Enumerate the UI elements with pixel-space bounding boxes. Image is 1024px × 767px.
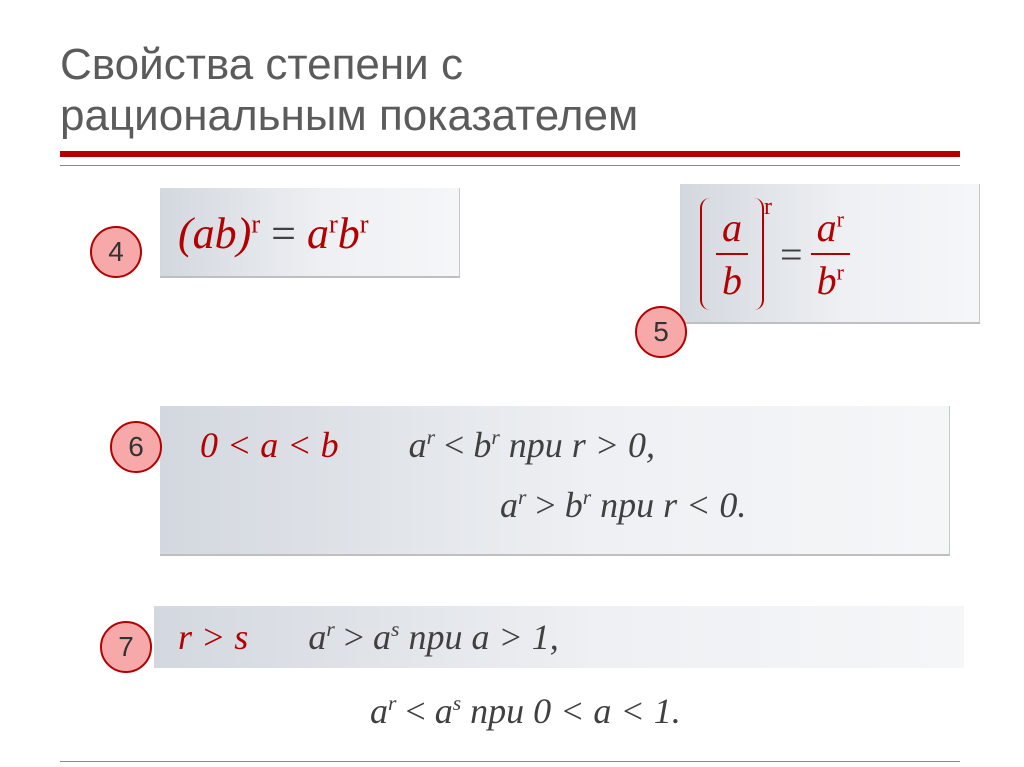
f4-r3: r — [360, 209, 369, 239]
f5-a1: a — [716, 204, 748, 255]
f5-r2: r — [837, 207, 844, 232]
f4-r1: r — [251, 209, 260, 239]
f7-s2: s — [453, 691, 461, 715]
f7-r1: r — [326, 617, 334, 641]
badge-7-label: 7 — [118, 631, 134, 663]
formula-6: 0 < a < b ar < br при r > 0, ar > br при… — [160, 406, 949, 544]
f5-b2: b — [817, 258, 837, 303]
formula-5: a b r = ar br — [680, 184, 979, 324]
f5-eq: = — [780, 231, 803, 278]
f4-a: a — [307, 209, 329, 258]
footer-line — [60, 761, 960, 762]
content-area: 4 (ab)r = arbr 5 a b r = ar br — [60, 196, 964, 756]
f7-rest1: при a > 1, — [399, 617, 558, 657]
f6-gt: > — [526, 485, 564, 525]
f4-r2: r — [329, 209, 338, 239]
panel-prop-6: 0 < a < b ar < br при r > 0, ar > br при… — [160, 406, 950, 556]
page-title: Свойства степени с рациональным показате… — [60, 40, 964, 141]
f6-lt: < — [435, 425, 473, 465]
badge-6: 6 — [110, 421, 162, 473]
f7-a2: a — [373, 617, 391, 657]
f7-a1: a — [308, 617, 326, 657]
badge-7: 7 — [100, 621, 152, 673]
badge-5-label: 5 — [653, 316, 669, 348]
f5-b1: b — [716, 255, 748, 304]
f5-right-frac: ar br — [811, 204, 850, 304]
f4-b: b — [338, 209, 360, 258]
f6-rb2: r — [583, 485, 591, 509]
f6-a1: a — [409, 425, 427, 465]
panel-prop-4: (ab)r = arbr — [160, 188, 460, 278]
f6-b2: b — [565, 485, 583, 525]
f7-lt: < — [396, 691, 434, 731]
f4-eq: = — [260, 209, 307, 258]
f7-gt: > — [335, 617, 373, 657]
f4-ab: (ab) — [178, 209, 251, 258]
f5-r3: r — [837, 260, 844, 285]
f6-ra1: r — [427, 425, 435, 449]
f6-b1: b — [473, 425, 491, 465]
badge-6-label: 6 — [128, 431, 144, 463]
panel-prop-5: a b r = ar br — [680, 184, 980, 324]
f6-rb1: r — [491, 425, 499, 449]
f6-rest1: при r > 0, — [500, 425, 655, 465]
title-underline-thin — [60, 165, 960, 166]
title-underline — [60, 151, 960, 157]
title-line-1: Свойства степени с — [60, 40, 463, 89]
f6-a2: a — [500, 485, 518, 525]
f7-cond: r > s — [178, 616, 248, 658]
panel-prop-7: r > s ar > as при a > 1, ar < as при 0 <… — [138, 596, 950, 746]
title-line-2: рациональным показателем — [60, 91, 638, 140]
f7-rest2: при 0 < a < 1. — [461, 691, 681, 731]
f5-left-frac: a b r — [700, 198, 772, 310]
badge-4-label: 4 — [108, 236, 124, 268]
f6-cond: 0 < a < b — [200, 424, 339, 466]
formula-4: (ab)r = arbr — [160, 188, 459, 279]
badge-4: 4 — [90, 226, 142, 278]
f7-a4: a — [435, 691, 453, 731]
badge-5: 5 — [635, 306, 687, 358]
f6-rest2: при r < 0. — [591, 485, 746, 525]
f5-a2: a — [817, 205, 837, 250]
f7-a3: a — [370, 691, 388, 731]
f5-r1: r — [764, 194, 772, 221]
formula-7: r > s ar > as при a > 1, ar < as при 0 <… — [138, 596, 950, 742]
